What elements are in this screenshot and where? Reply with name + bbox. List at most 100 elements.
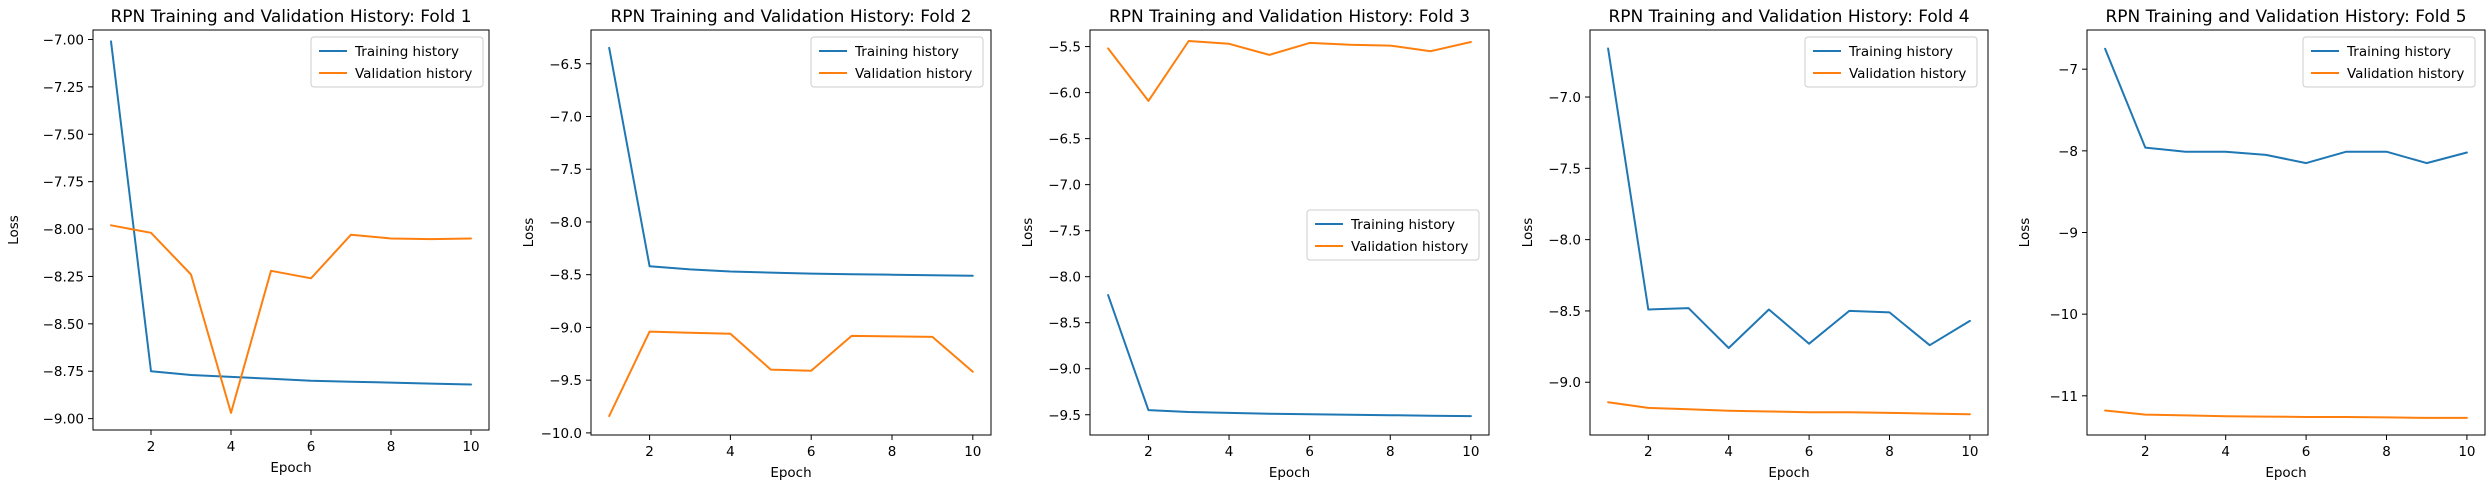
x-tick-label: 2: [1644, 444, 1653, 460]
x-axis-label: Epoch: [770, 465, 811, 481]
legend-label: Validation history: [855, 66, 972, 82]
legend: Training history Validation history: [1306, 209, 1480, 261]
series-line-validation: [1107, 40, 1472, 102]
x-tick-label: 2: [147, 439, 156, 455]
legend-box: [310, 36, 484, 88]
y-tick-label: −8: [2058, 144, 2078, 160]
y-tick-label: −7.5: [1048, 224, 1081, 240]
x-axis-label: Epoch: [1269, 465, 1310, 481]
y-tick-label: −8.0: [1548, 233, 1581, 249]
legend-label: Validation history: [1351, 239, 1468, 255]
y-tick-label: −7.50: [43, 127, 84, 143]
series-line-training: [1607, 47, 1971, 349]
y-tick-label: −10: [2050, 307, 2079, 323]
legend-label: Validation history: [2347, 66, 2464, 82]
legend-label: Training history: [2346, 44, 2451, 60]
plot-frame: [1089, 29, 1490, 436]
legend: Training history Validation history: [310, 36, 484, 88]
y-tick-label: −8.00: [43, 222, 84, 238]
chart-panel-2: RPN Training and Validation History: Fol…: [521, 7, 992, 481]
legend: Training history Validation history: [810, 36, 984, 88]
y-axis-label: Loss: [1520, 218, 1536, 248]
legend-box: [810, 36, 984, 88]
legend-label: Training history: [1848, 44, 1953, 60]
y-axis-label: Loss: [1020, 218, 1036, 248]
y-tick-label: −9.0: [549, 320, 582, 336]
x-tick-label: 10: [1462, 444, 1479, 460]
x-tick-label: 6: [1805, 444, 1814, 460]
x-tick-label: 4: [1724, 444, 1733, 460]
legend-label: Training history: [1350, 217, 1455, 233]
plot-frame: [2086, 29, 2486, 436]
y-tick-label: −9: [2058, 226, 2078, 242]
x-tick-label: 2: [2141, 444, 2150, 460]
x-tick-label: 4: [227, 439, 236, 455]
x-tick-label: 4: [2221, 444, 2230, 460]
y-tick-label: −9.5: [549, 373, 582, 389]
y-tick-label: −10.0: [541, 426, 582, 442]
x-tick-label: 10: [964, 444, 981, 460]
y-tick-label: −8.0: [1048, 270, 1081, 286]
y-tick-label: −6.5: [1048, 132, 1081, 148]
y-tick-label: −8.75: [43, 364, 84, 380]
plot-frame: [590, 29, 992, 436]
series-line-validation: [608, 330, 974, 417]
chart-title: RPN Training and Validation History: Fol…: [1608, 7, 1969, 27]
legend-box: [1804, 36, 1978, 88]
chart-title: RPN Training and Validation History: Fol…: [2105, 7, 2466, 27]
y-tick-label: −7.00: [43, 32, 84, 48]
plot-frame: [1589, 29, 1989, 436]
x-tick-label: 8: [888, 444, 897, 460]
x-tick-label: 8: [387, 439, 396, 455]
x-tick-label: 10: [1961, 444, 1978, 460]
x-tick-label: 10: [462, 439, 479, 455]
y-axis-label: Loss: [2017, 218, 2033, 248]
legend: Training history Validation history: [2302, 36, 2476, 88]
y-tick-label: −9.0: [1548, 375, 1581, 391]
y-tick-label: −9.0: [1048, 362, 1081, 378]
x-tick-label: 6: [807, 444, 816, 460]
chart-panel-1: RPN Training and Validation History: Fol…: [6, 7, 490, 476]
series-line-training: [2104, 47, 2468, 165]
series-line-training: [608, 46, 974, 277]
series-line-validation: [1607, 401, 1971, 416]
x-tick-label: 2: [1144, 444, 1153, 460]
y-tick-label: −8.0: [549, 215, 582, 231]
chart-panel-3: RPN Training and Validation History: Fol…: [1020, 7, 1490, 481]
y-tick-label: −6.0: [1048, 86, 1081, 102]
y-tick-label: −7.0: [1548, 90, 1581, 106]
plot-frame: [92, 29, 490, 431]
chart-title: RPN Training and Validation History: Fol…: [1109, 7, 1470, 27]
x-tick-label: 8: [1885, 444, 1894, 460]
y-tick-label: −5.5: [1048, 40, 1081, 56]
chart-panel-5: RPN Training and Validation History: Fol…: [2017, 7, 2486, 481]
x-tick-label: 8: [1386, 444, 1395, 460]
legend-box: [2302, 36, 2476, 88]
series-line-validation: [2104, 409, 2468, 419]
y-tick-label: −6.5: [549, 57, 582, 73]
chart-panel-4: RPN Training and Validation History: Fol…: [1520, 7, 1989, 481]
series-line-training: [1107, 294, 1472, 418]
y-tick-label: −7: [2058, 62, 2078, 78]
x-tick-label: 10: [2458, 444, 2475, 460]
y-tick-label: −8.50: [43, 317, 84, 333]
y-tick-label: −11: [2050, 389, 2079, 405]
y-tick-label: −7.0: [1048, 178, 1081, 194]
chart-title: RPN Training and Validation History: Fol…: [110, 7, 471, 27]
x-tick-label: 6: [2302, 444, 2311, 460]
x-tick-label: 2: [645, 444, 654, 460]
legend-box: [1306, 209, 1480, 261]
legend-label: Training history: [354, 44, 459, 60]
x-tick-label: 4: [1225, 444, 1234, 460]
x-tick-label: 6: [1305, 444, 1314, 460]
y-tick-label: −8.25: [43, 269, 84, 285]
y-tick-label: −7.5: [549, 162, 582, 178]
chart-title: RPN Training and Validation History: Fol…: [610, 7, 971, 27]
y-tick-label: −9.5: [1048, 408, 1081, 424]
series-line-training: [110, 40, 472, 386]
x-tick-label: 6: [307, 439, 316, 455]
x-axis-label: Epoch: [270, 460, 311, 476]
legend-label: Validation history: [1849, 66, 1966, 82]
x-axis-label: Epoch: [2265, 465, 2306, 481]
